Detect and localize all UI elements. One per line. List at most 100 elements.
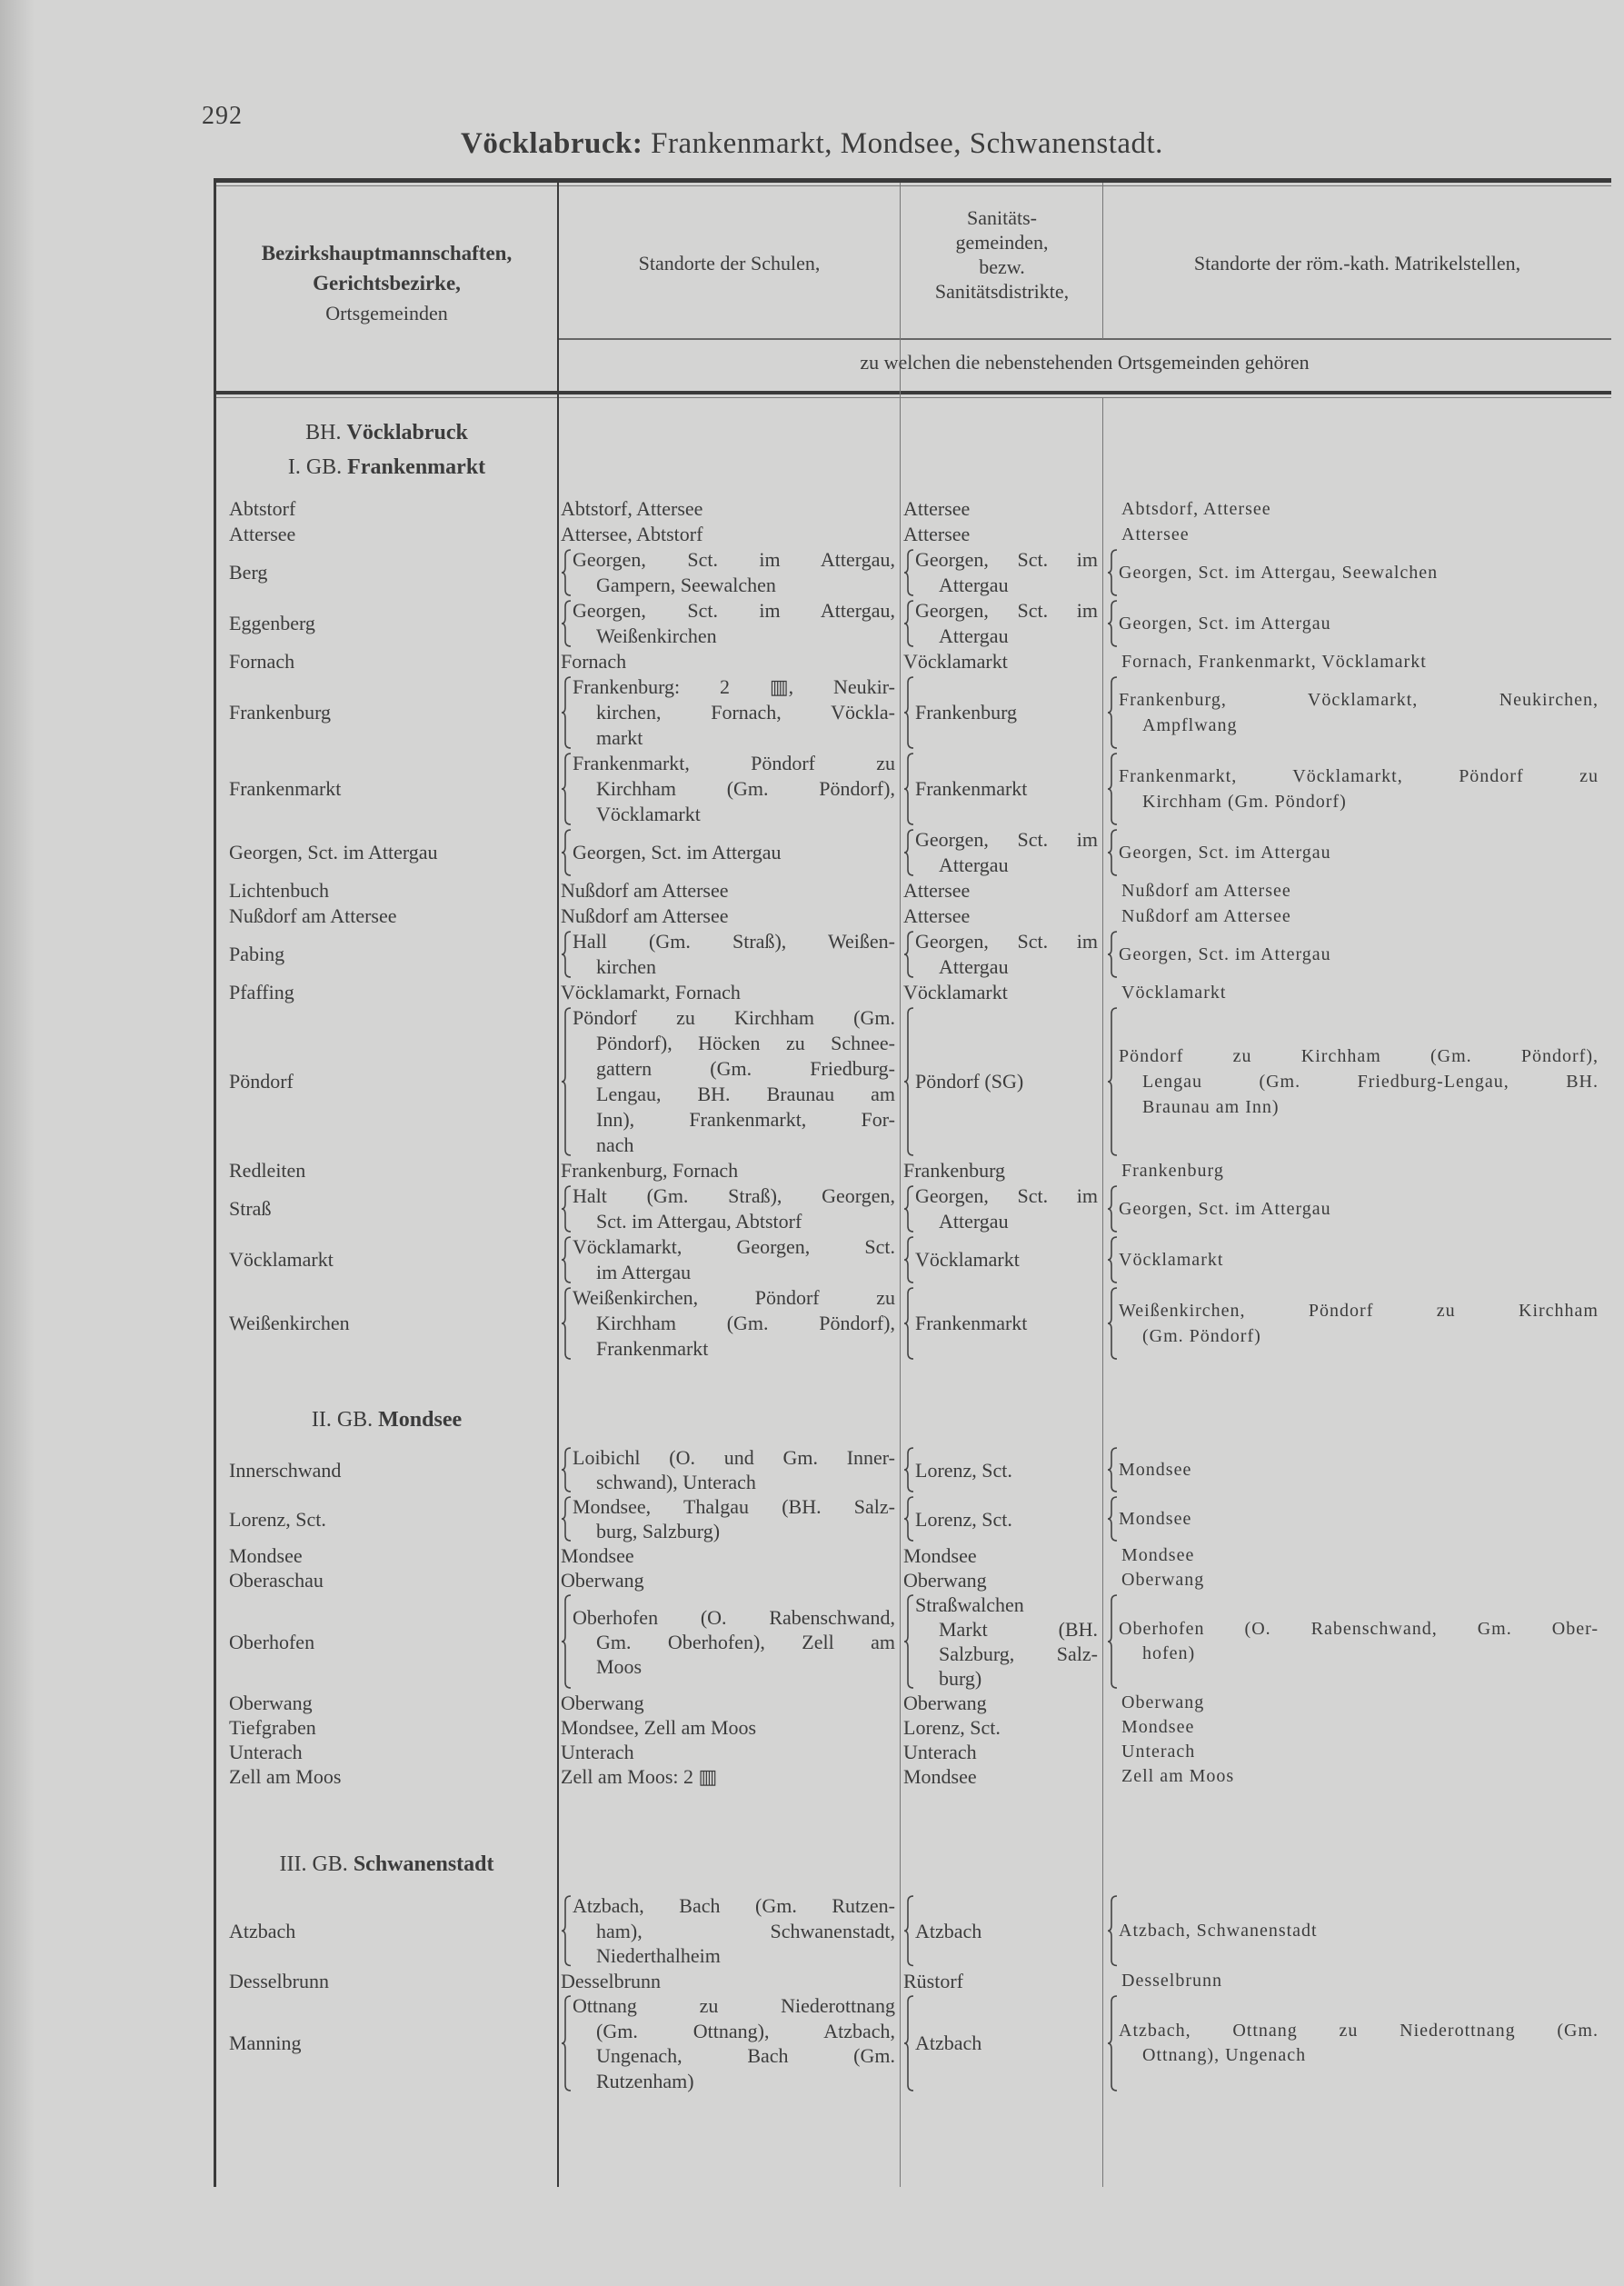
brace-icon bbox=[561, 1185, 572, 1233]
school-location: Georgen, Sct. im Attergau bbox=[573, 841, 782, 863]
matrikel-location: (Gm. Pöndorf) bbox=[1142, 1326, 1261, 1346]
ortsgemeinde: Nußdorf am Attersee bbox=[229, 904, 397, 927]
school-location: Oberhofen (O. Rabenschwand, bbox=[573, 1605, 895, 1629]
sanitary-district: Attergau bbox=[939, 955, 1009, 978]
brace-icon bbox=[1107, 1185, 1118, 1233]
school-location: Niederthalheim bbox=[596, 1944, 721, 1967]
table-row: Lorenz, Sct. Mondsee, Thalgau (BH. Salz-b… bbox=[215, 1494, 1611, 1543]
school-location: nach bbox=[596, 1133, 634, 1156]
school-location: Pöndorf), Höcken zu Schnee- bbox=[596, 1032, 895, 1054]
matrikel-location: Frankenburg bbox=[1121, 1161, 1224, 1181]
school-location: Gm. Oberhofen), Zell am bbox=[596, 1630, 895, 1653]
sanitary-district: Attergau bbox=[939, 624, 1009, 647]
school-location-cell: Atzbach, Bach (Gm. Rutzen-ham), Schwanen… bbox=[558, 1893, 901, 1969]
header-sanitaet: Sanitäts- gemeinden, bezw. Sanitätsdistr… bbox=[901, 205, 1103, 304]
ortsgemeinde: Tiefgraben bbox=[229, 1716, 316, 1739]
school-location-cell: Vöcklamarkt, Fornach bbox=[558, 980, 901, 1005]
column-divider-3 bbox=[1102, 183, 1103, 339]
table-row: Nußdorf am Attersee Nußdorf am Attersee At… bbox=[215, 903, 1611, 929]
matrikel-location-cell: Georgen, Sct. im Attergau bbox=[1103, 929, 1611, 980]
school-location-cell: Georgen, Sct. im Attergau, Weißenkirchen bbox=[558, 598, 901, 649]
section-heading-name: Frankenmarkt bbox=[347, 455, 486, 479]
brace-icon bbox=[1107, 931, 1118, 978]
sanitary-district: Lorenz, Sct. bbox=[903, 1716, 1001, 1739]
school-location: Gampern, Seewalchen bbox=[596, 574, 776, 596]
matrikel-location: Pöndorf zu Kirchham (Gm. Pöndorf), bbox=[1119, 1046, 1599, 1066]
school-location: Atzbach, Bach (Gm. Rutzen- bbox=[573, 1894, 895, 1917]
ortsgemeinde: Abtstorf bbox=[229, 497, 296, 520]
school-location: Zell am Moos: 2 ▥ bbox=[561, 1765, 718, 1788]
school-location: Hall (Gm. Straß), Weißen- bbox=[573, 930, 895, 953]
sanitary-district-cell: Attersee bbox=[901, 878, 1103, 903]
brace-icon bbox=[561, 931, 572, 978]
matrikel-location: Ottnang), Ungenach bbox=[1142, 2045, 1307, 2065]
sanitary-district-cell: Vöcklamarkt bbox=[901, 980, 1103, 1005]
sanitary-district-cell: Mondsee bbox=[901, 1764, 1103, 1789]
school-location-cell: Loibichl (O. und Gm. Inner-schwand), Unt… bbox=[558, 1445, 901, 1494]
school-location-cell: Nußdorf am Attersee bbox=[558, 903, 901, 929]
sanitary-district-cell: Rüstorf bbox=[901, 1969, 1103, 1994]
matrikel-location: Vöcklamarkt bbox=[1121, 983, 1227, 1003]
sanitary-district-cell: Mondsee bbox=[901, 1543, 1103, 1568]
matrikel-location-cell: Mondsee bbox=[1103, 1715, 1611, 1740]
header-col1-line: Gerichtsbezirke, bbox=[313, 272, 461, 294]
matrikel-location: Georgen, Sct. im Attergau, Seewalchen bbox=[1119, 563, 1439, 583]
section-heading-name: Vöcklabruck bbox=[346, 421, 468, 444]
school-location: Georgen, Sct. im Attergau, bbox=[573, 599, 895, 622]
school-location: kirchen bbox=[596, 955, 656, 978]
school-location: Pöndorf zu Kirchham (Gm. bbox=[573, 1006, 895, 1029]
matrikel-location: Atzbach, Ottnang zu Niederottnang (Gm. bbox=[1119, 2020, 1599, 2041]
matrikel-location: hofen) bbox=[1142, 1643, 1196, 1663]
school-location-cell: Frankenmarkt, Pöndorf zu Kirchham (Gm. Pö… bbox=[558, 751, 901, 827]
header-col1-line: Ortsgemeinden bbox=[325, 302, 448, 324]
school-location: Vöcklamarkt bbox=[596, 803, 701, 825]
header-span-note: zu welchen die nebenstehenden Ortsgemein… bbox=[860, 351, 1310, 374]
ortsgemeinde: Mondsee bbox=[229, 1544, 303, 1567]
sanitary-district-cell: Frankenmarkt bbox=[901, 1285, 1103, 1362]
matrikel-location: Georgen, Sct. im Attergau bbox=[1119, 944, 1331, 964]
school-location-cell: Mondsee, Zell am Moos bbox=[558, 1715, 901, 1740]
table-row: Lichtenbuch Nußdorf am Attersee Attersee Nu… bbox=[215, 878, 1611, 903]
brace-icon bbox=[561, 1594, 572, 1689]
brace-icon bbox=[903, 1236, 914, 1283]
sanitary-district: Georgen, Sct. im bbox=[915, 548, 1098, 571]
sanitary-district: Vöcklamarkt bbox=[903, 650, 1008, 673]
sanitary-district-cell: Atzbach bbox=[901, 1993, 1103, 2093]
sanitary-district: Attersee bbox=[903, 879, 971, 902]
school-location: Desselbrunn bbox=[561, 1969, 661, 1992]
sanitary-district-cell: Vöcklamarkt bbox=[901, 1234, 1103, 1285]
school-location-cell: Hall (Gm. Straß), Weißen-kirchen bbox=[558, 929, 901, 980]
school-location-cell: Mondsee bbox=[558, 1543, 901, 1568]
sanitary-district-cell: Georgen, Sct. im Attergau bbox=[901, 1183, 1103, 1234]
table-row: Fornach Fornach Vöcklamarkt Fornach, Franke… bbox=[215, 649, 1611, 674]
school-location: kirchen, Fornach, Vöckla- bbox=[596, 701, 895, 724]
sanitary-district-cell: Frankenburg bbox=[901, 674, 1103, 751]
brace-icon bbox=[903, 931, 914, 978]
section-heading: BH. Vöcklabruck bbox=[215, 421, 558, 445]
sanitary-district: Attersee bbox=[903, 904, 971, 927]
school-location-cell: Unterach bbox=[558, 1740, 901, 1764]
school-location-cell: Halt (Gm. Straß), Georgen, Sct. im Atterg… bbox=[558, 1183, 901, 1234]
matrikel-location: Kirchham (Gm. Pöndorf) bbox=[1142, 792, 1347, 812]
table-top-rule-thin bbox=[215, 185, 1611, 186]
brace-icon bbox=[561, 549, 572, 596]
table-row: Abtstorf Abtstorf, Attersee Attersee Abtsdo… bbox=[215, 496, 1611, 522]
school-location-cell: Abtstorf, Attersee bbox=[558, 496, 901, 522]
brace-icon bbox=[1107, 600, 1118, 647]
matrikel-location-cell: Abtsdorf, Attersee bbox=[1103, 496, 1611, 522]
school-location-cell: Nußdorf am Attersee bbox=[558, 878, 901, 903]
school-location-cell: Oberwang bbox=[558, 1568, 901, 1592]
brace-icon bbox=[1107, 829, 1118, 876]
matrikel-location: Braunau am Inn) bbox=[1142, 1097, 1280, 1117]
ortsgemeinde: Oberwang bbox=[229, 1692, 313, 1714]
matrikel-location: Nußdorf am Attersee bbox=[1121, 906, 1291, 926]
section-heading-prefix: III. GB. bbox=[279, 1852, 354, 1876]
brace-icon bbox=[561, 1007, 572, 1156]
ortsgemeinde: Straß bbox=[229, 1197, 272, 1220]
matrikel-location-cell: Frankenmarkt, Vöcklamarkt, Pöndorf zu Kir… bbox=[1103, 751, 1611, 827]
table-row: Oberhofen Oberhofen (O. Rabenschwand, Gm. … bbox=[215, 1592, 1611, 1691]
brace-icon bbox=[561, 1995, 572, 2091]
matrikel-location-cell: Desselbrunn bbox=[1103, 1969, 1611, 1994]
school-location: burg, Salzburg) bbox=[596, 1520, 721, 1542]
brace-icon bbox=[1107, 1995, 1118, 2091]
